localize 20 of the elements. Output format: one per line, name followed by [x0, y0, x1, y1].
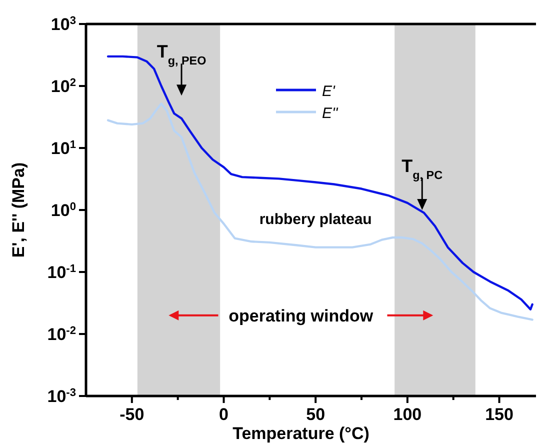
annotation: operating window: [228, 306, 374, 326]
y-tick-label: 10$^{1}$: [50, 139, 76, 158]
y-tick-label: 10$^{0}$: [50, 201, 76, 220]
x-tick-label: 50: [306, 405, 326, 424]
y-tick-label: 10$^{3}$: [50, 15, 76, 34]
y-tick-label: 10$^{-1}$: [47, 263, 76, 282]
y-axis-title: E', E'' (MPa): [9, 162, 28, 258]
y-tick-label: 10$^{2}$: [50, 77, 76, 96]
annotation: T$_{g, PEO}$: [156, 42, 206, 68]
legend-label: E'': [322, 105, 339, 122]
annotation: T$_{g, PC}$: [402, 156, 444, 182]
x-axis-title: Temperature (°C): [232, 424, 370, 443]
x-tick-label: -50: [120, 405, 144, 424]
y-tick-label: 10$^{-3}$: [47, 387, 76, 406]
x-tick-label: 100: [393, 405, 422, 424]
legend-label: E': [322, 83, 336, 100]
annotation: rubbery plateau: [259, 210, 372, 228]
x-tick-label: 150: [485, 405, 514, 424]
x-tick-label: 0: [219, 405, 228, 424]
y-tick-label: 10$^{-2}$: [47, 325, 76, 344]
